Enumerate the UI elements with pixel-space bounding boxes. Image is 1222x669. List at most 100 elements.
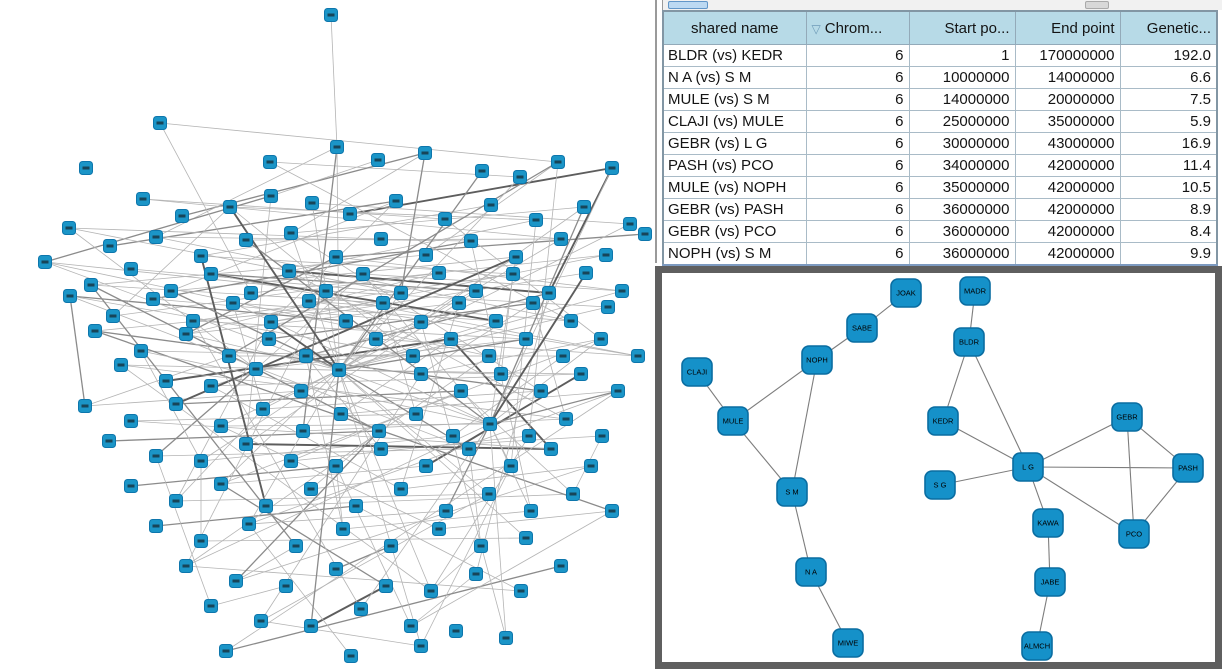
node-noph[interactable]: NOPH [801,345,833,375]
cell-value[interactable]: 6 [805,198,910,221]
node-l-g[interactable]: L G [1012,452,1044,482]
cell-value[interactable]: 6 [805,110,910,133]
node-shape[interactable] [1032,508,1064,538]
cell-value[interactable]: 6 [805,44,910,67]
node-shape[interactable] [1012,452,1044,482]
column-header-end-point[interactable]: End point [1014,10,1121,45]
node-shape[interactable] [890,278,922,308]
node-mule[interactable]: MULE [717,406,749,436]
column-header-shared-name[interactable]: shared name [662,10,807,45]
node-shape[interactable] [927,406,959,436]
large-network-canvas[interactable] [0,0,655,669]
node-miwe[interactable]: MIWE [832,628,864,658]
cell-value[interactable]: 8.9 [1119,198,1218,221]
node-shape[interactable] [1172,453,1204,483]
node-shape[interactable] [717,406,749,436]
cell-value[interactable]: 6.6 [1119,66,1218,89]
table-row[interactable]: NOPH (vs) S M 6 36000000 42000000 9.9 [662,242,1218,266]
node-pash[interactable]: PASH [1172,453,1204,483]
node-shape[interactable] [846,313,878,343]
node-shape[interactable] [832,628,864,658]
node-shape[interactable] [1021,631,1053,661]
node-shape[interactable] [801,345,833,375]
cell-value[interactable]: 10000000 [908,66,1016,89]
node-shape[interactable] [1118,519,1150,549]
cell-value[interactable]: 6 [805,176,910,199]
node-shape[interactable] [1111,402,1143,432]
cell-value[interactable]: 42000000 [1014,198,1121,221]
node-pco[interactable]: PCO [1118,519,1150,549]
cell-value[interactable]: 20000000 [1014,88,1121,111]
node-madr[interactable]: MADR [959,276,991,306]
cell-value[interactable]: 43000000 [1014,132,1121,155]
cell-shared-name[interactable]: N A (vs) S M [662,66,807,89]
table-row[interactable]: MULE (vs) S M 6 14000000 20000000 7.5 [662,88,1218,111]
cell-value[interactable]: 7.5 [1119,88,1218,111]
cell-value[interactable]: 42000000 [1014,220,1121,243]
scrollbar-thumb[interactable] [668,1,708,9]
cell-value[interactable]: 6 [805,88,910,111]
table-row[interactable]: GEBR (vs) L G 6 30000000 43000000 16.9 [662,132,1218,155]
column-grip[interactable] [1085,1,1109,9]
cell-value[interactable]: 42000000 [1014,242,1121,266]
node-sabe[interactable]: SABE [846,313,878,343]
cell-value[interactable]: 35000000 [908,176,1016,199]
cell-value[interactable]: 1 [908,44,1016,67]
node-claji[interactable]: CLAJI [681,357,713,387]
cell-value[interactable]: 35000000 [1014,110,1121,133]
cell-value[interactable]: 6 [805,154,910,177]
cell-shared-name[interactable]: CLAJI (vs) MULE [662,110,807,133]
node-shape[interactable] [924,470,956,500]
node-kedr[interactable]: KEDR [927,406,959,436]
cell-shared-name[interactable]: GEBR (vs) L G [662,132,807,155]
table-row[interactable]: PASH (vs) PCO 6 34000000 42000000 11.4 [662,154,1218,177]
node-jabe[interactable]: JABE [1034,567,1066,597]
cell-shared-name[interactable]: MULE (vs) S M [662,88,807,111]
cell-value[interactable]: 25000000 [908,110,1016,133]
cell-shared-name[interactable]: BLDR (vs) KEDR [662,44,807,67]
cell-value[interactable]: 42000000 [1014,154,1121,177]
cell-value[interactable]: 30000000 [908,132,1016,155]
node-kawa[interactable]: KAWA [1032,508,1064,538]
column-header-start-po[interactable]: Start po... [908,10,1016,45]
cell-value[interactable]: 11.4 [1119,154,1218,177]
node-s-g[interactable]: S G [924,470,956,500]
node-shape[interactable] [959,276,991,306]
node-shape[interactable] [795,557,827,587]
cell-value[interactable]: 14000000 [1014,66,1121,89]
node-joak[interactable]: JOAK [890,278,922,308]
cell-value[interactable]: 36000000 [908,220,1016,243]
cell-value[interactable]: 6 [805,220,910,243]
cell-value[interactable]: 9.9 [1119,242,1218,266]
cell-shared-name[interactable]: GEBR (vs) PASH [662,198,807,221]
node-shape[interactable] [681,357,713,387]
cell-value[interactable]: 36000000 [908,198,1016,221]
table-row[interactable]: N A (vs) S M 6 10000000 14000000 6.6 [662,66,1218,89]
table-row[interactable]: BLDR (vs) KEDR 6 1 170000000 192.0 [662,44,1218,67]
node-gebr[interactable]: GEBR [1111,402,1143,432]
cell-value[interactable]: 6 [805,132,910,155]
node-n-a[interactable]: N A [795,557,827,587]
table-row[interactable]: GEBR (vs) PASH 6 36000000 42000000 8.9 [662,198,1218,221]
cell-shared-name[interactable]: GEBR (vs) PCO [662,220,807,243]
node-shape[interactable] [1034,567,1066,597]
cell-value[interactable]: 6 [805,66,910,89]
node-almch[interactable]: ALMCH [1021,631,1053,661]
cell-value[interactable]: 16.9 [1119,132,1218,155]
table-row[interactable]: CLAJI (vs) MULE 6 25000000 35000000 5.9 [662,110,1218,133]
column-header-genetic[interactable]: Genetic... [1119,10,1218,45]
cell-value[interactable]: 42000000 [1014,176,1121,199]
cell-value[interactable]: 14000000 [908,88,1016,111]
small-network-canvas[interactable]: JOAK SABE NOPH CLAJI MULE S M N A MIWE MADR BLDR K… [662,273,1215,662]
node-shape[interactable] [776,477,808,507]
cell-value[interactable]: 36000000 [908,242,1016,266]
node-shape[interactable] [953,327,985,357]
column-header-chrom[interactable]: ▽ Chrom... [805,10,910,45]
cell-value[interactable]: 8.4 [1119,220,1218,243]
cell-value[interactable]: 10.5 [1119,176,1218,199]
cell-shared-name[interactable]: NOPH (vs) S M [662,242,807,266]
cell-value[interactable]: 6 [805,242,910,266]
cell-value[interactable]: 5.9 [1119,110,1218,133]
node-s-m[interactable]: S M [776,477,808,507]
node-bldr[interactable]: BLDR [953,327,985,357]
